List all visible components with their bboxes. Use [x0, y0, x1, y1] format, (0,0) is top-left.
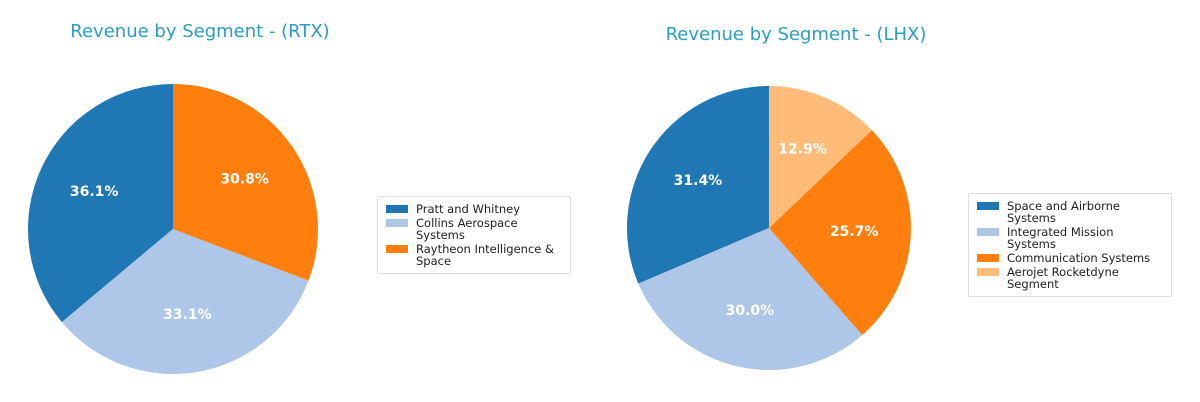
legend-item: Space and Airborne Systems — [977, 200, 1163, 224]
legend-swatch — [977, 202, 999, 210]
legend-label: Integrated Mission Systems — [1007, 225, 1114, 251]
slice-label: 25.7% — [830, 224, 879, 240]
slice-label: 12.9% — [778, 142, 827, 158]
slice-label: 33.1% — [163, 307, 212, 323]
slice-label: 30.8% — [220, 172, 269, 188]
pie-slice — [61, 229, 309, 374]
legend-item: Pratt and Whitney — [386, 203, 562, 215]
legend-swatch — [977, 228, 999, 236]
pie-slice — [626, 86, 769, 284]
legend-label: Collins Aerospace Systems — [416, 216, 518, 242]
legend-label: Space and Airborne Systems — [1007, 199, 1121, 225]
legend: Space and Airborne Systems Integrated Mis… — [968, 193, 1172, 297]
slice-label: 31.4% — [674, 173, 723, 189]
legend-label: Pratt and Whitney — [416, 202, 521, 216]
legend-label: Communication Systems — [1007, 251, 1151, 265]
legend-swatch — [977, 254, 999, 262]
legend-item: Raytheon Intelligence & Space — [386, 243, 562, 267]
legend-label: Aerojet Rocketdyne Segment — [1007, 265, 1119, 291]
legend-item: Aerojet Rocketdyne Segment — [977, 266, 1163, 290]
chart-title: Revenue by Segment - (RTX) — [70, 21, 329, 42]
legend-swatch — [386, 205, 408, 213]
legend-item: Collins Aerospace Systems — [386, 217, 562, 241]
legend-item: Integrated Mission Systems — [977, 226, 1163, 250]
pie-slice — [173, 84, 318, 281]
legend-label: Raytheon Intelligence & Space — [416, 242, 554, 268]
pie-slice — [769, 86, 872, 228]
legend-item: Communication Systems — [977, 252, 1163, 264]
pie-slice — [638, 228, 863, 370]
legend: Pratt and Whitney Collins Aerospace Syste… — [377, 196, 571, 274]
slice-label: 30.0% — [726, 303, 775, 319]
pie-slice — [28, 84, 173, 323]
slice-label: 36.1% — [70, 184, 119, 200]
legend-swatch — [386, 245, 408, 253]
legend-swatch — [977, 268, 999, 276]
chart-title: Revenue by Segment - (LHX) — [666, 24, 927, 45]
pie-slice — [769, 130, 912, 336]
legend-swatch — [386, 219, 408, 227]
